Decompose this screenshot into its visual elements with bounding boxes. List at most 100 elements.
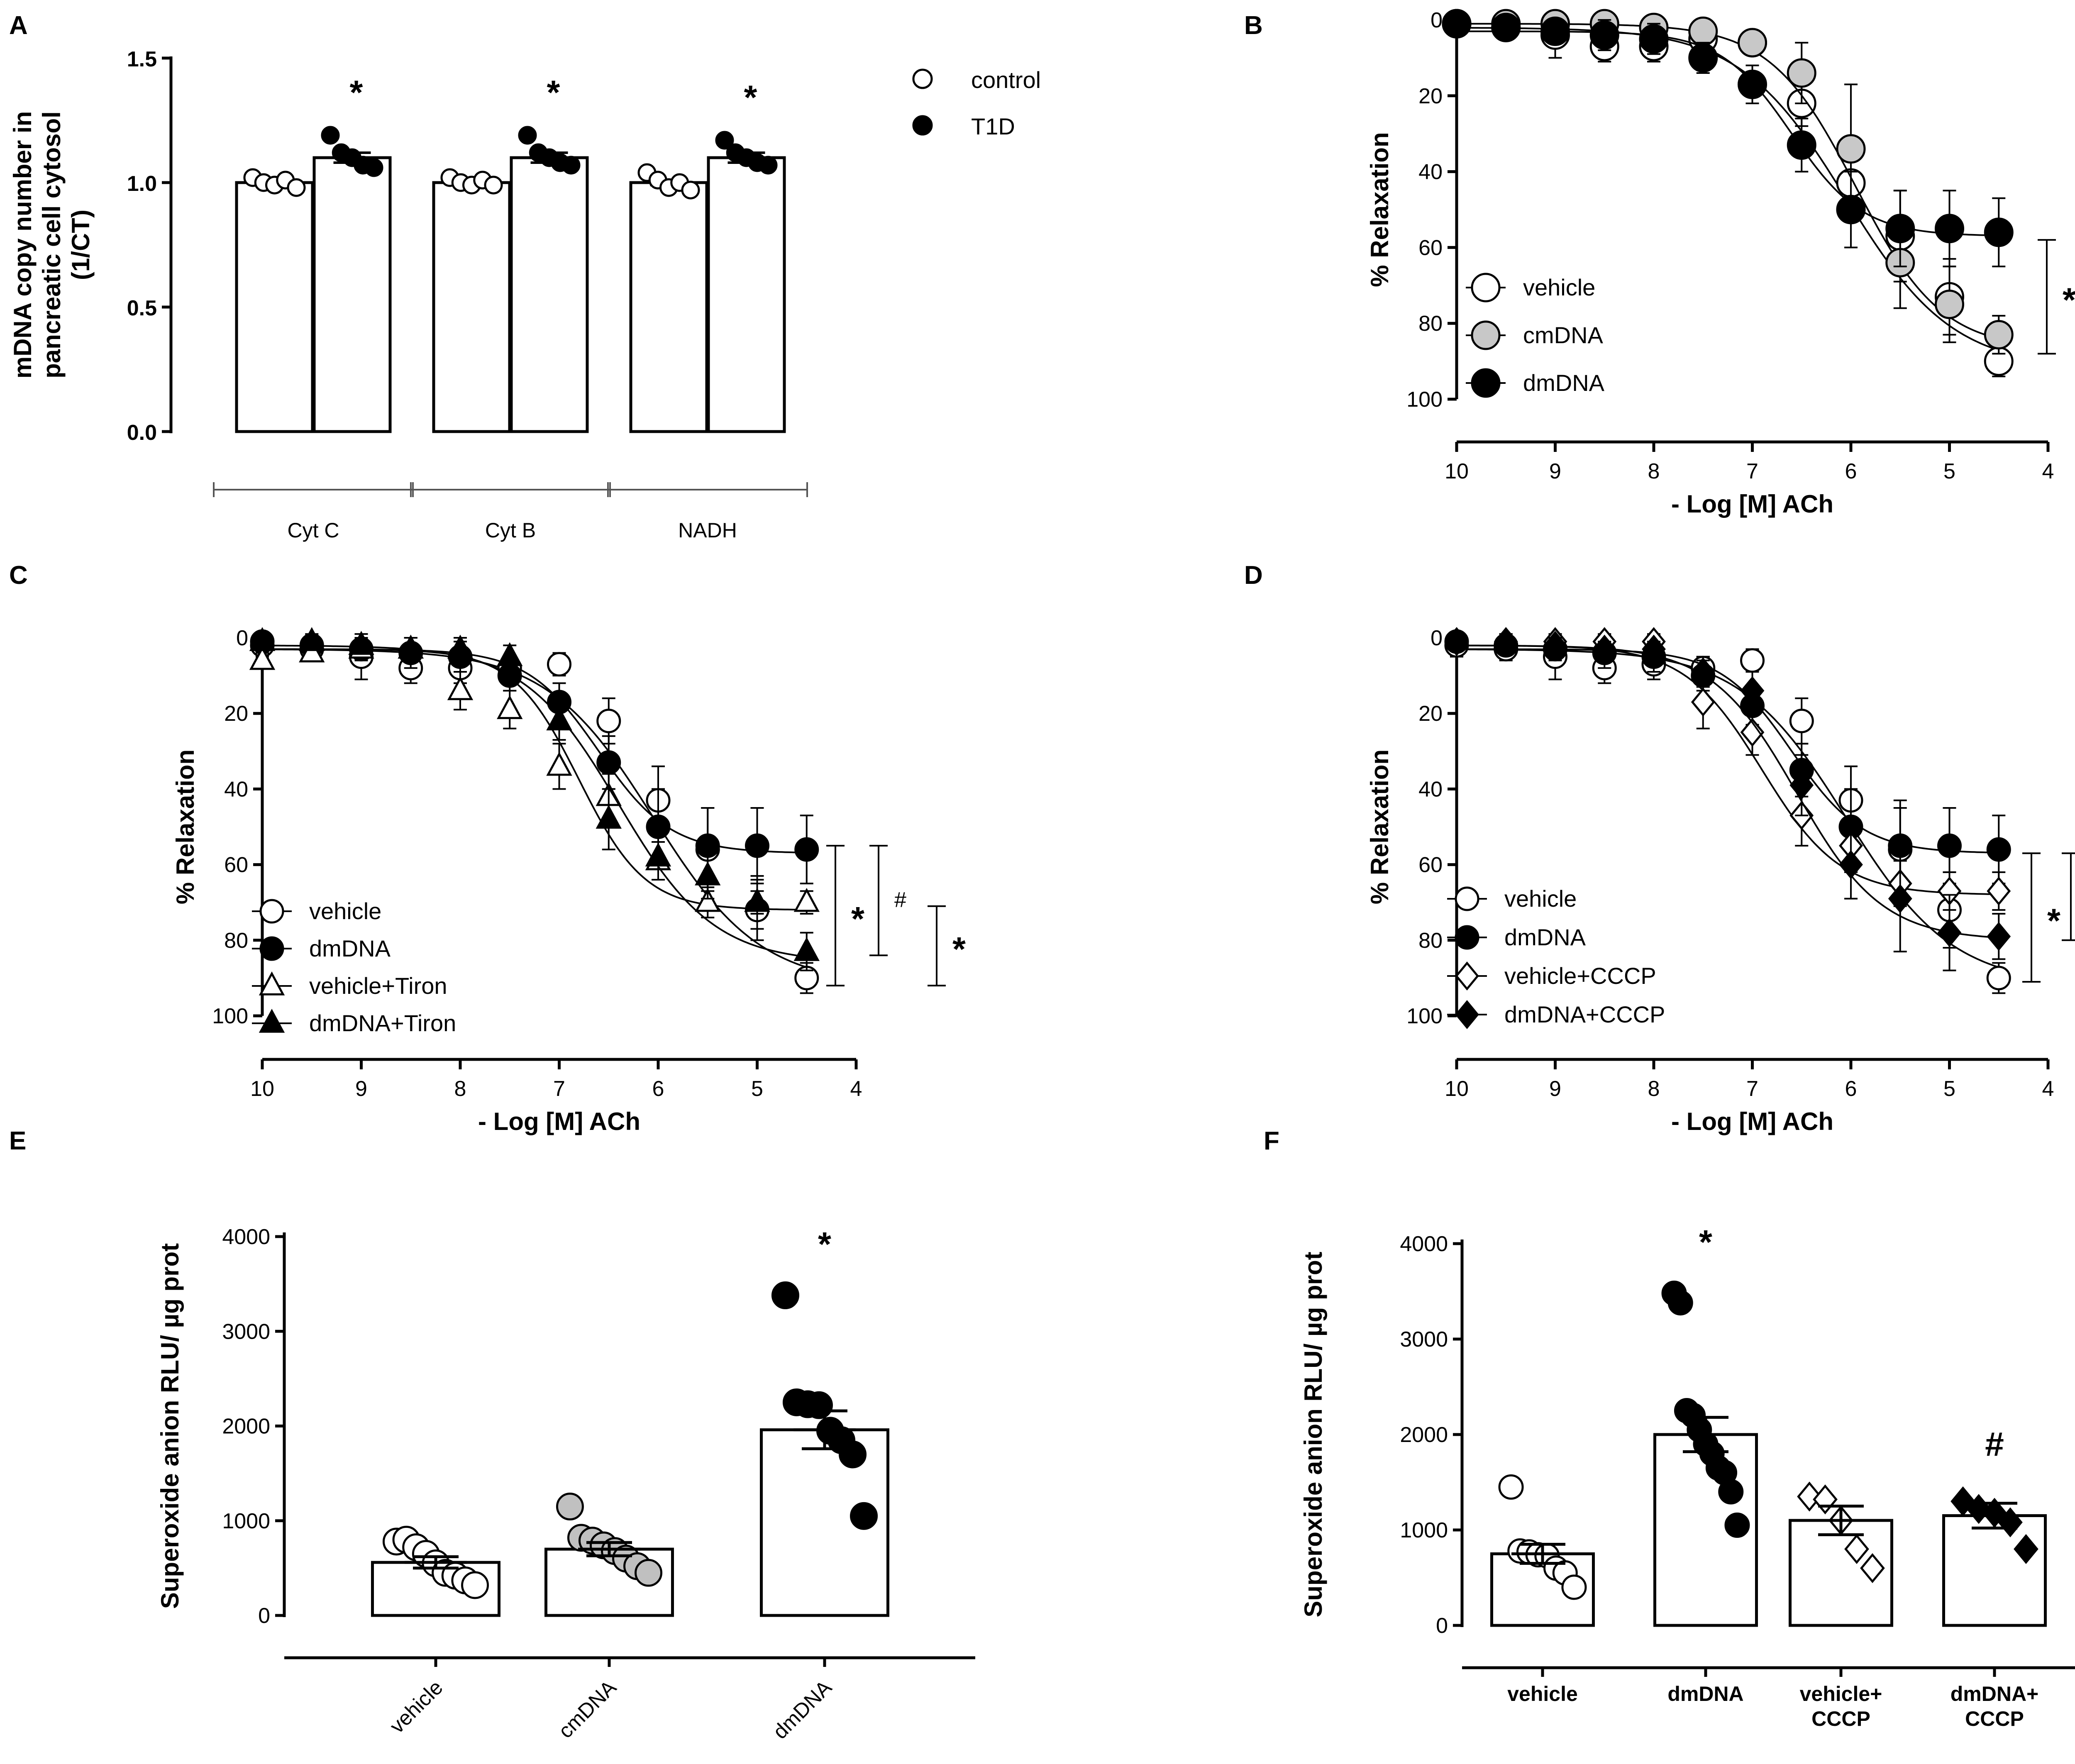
x-tick-label: 7: [553, 1077, 565, 1101]
y-tick-label: 1.0: [127, 172, 157, 196]
x-tick-label: dmDNA: [768, 1676, 836, 1744]
bar-group-vehicle: vehicle: [1490, 1474, 1595, 1705]
legend-marker: [259, 936, 284, 961]
panel-label-a: A: [9, 11, 28, 40]
x-tick-label: 10: [250, 1077, 274, 1101]
y-axis-title: % Relaxation: [1366, 749, 1394, 904]
y-tick-label: 1.5: [127, 47, 157, 71]
data-point: [1839, 850, 1863, 879]
y-tick-label: 20: [224, 702, 248, 726]
group-cyt-c: Cyt C *: [213, 74, 414, 542]
bar-t1d: [510, 156, 589, 433]
x-tick-label: 8: [1648, 1077, 1660, 1101]
bar: [1942, 1514, 2047, 1627]
data-point: [348, 631, 374, 655]
data-point: [299, 627, 325, 651]
sig-label: #: [894, 888, 906, 912]
data-point: [596, 750, 621, 775]
series-dmdna-tiron: [249, 627, 820, 971]
sig-label: *: [2047, 902, 2060, 940]
x-tick-label: 4: [2042, 459, 2054, 483]
group-label: Cyt B: [485, 519, 536, 542]
bar-control: [432, 181, 511, 433]
fit-curve: [1457, 648, 1999, 854]
y-tick-label: 1000: [1400, 1518, 1448, 1542]
sig-label: *: [1699, 1224, 1712, 1261]
x-tick-label: dmDNA+: [1950, 1682, 2039, 1705]
data-point: [645, 842, 671, 867]
data-point: [447, 676, 474, 700]
legend-label: dmDNA: [309, 935, 391, 961]
x-axis-title: - Log [M] ACh: [478, 1108, 640, 1135]
panel-e-chart: 0 1000 2000 3000 4000 Superoxide anion RLU/ µ…: [156, 1225, 975, 1744]
data-point: [461, 1571, 489, 1599]
x-tick-label: 10: [1445, 459, 1469, 483]
data-point: [1642, 634, 1666, 664]
x-axis-title: - Log [M] ACh: [1671, 490, 1833, 518]
bar-group-dmdna-cccp: # dmDNA+CCCP: [1942, 1425, 2047, 1730]
data-point: [1740, 648, 1765, 673]
data-point: [635, 1559, 663, 1587]
data-point: [1888, 884, 1912, 913]
series-vehicle: [1442, 9, 2014, 378]
data-point: [1639, 24, 1669, 54]
data-point: [1797, 1481, 1822, 1512]
x-tick-label: 5: [1943, 459, 1955, 483]
legend-marker: [259, 1009, 285, 1033]
legend-label: dmDNA: [1504, 924, 1586, 950]
data-point: [1813, 1484, 1838, 1515]
legend-marker: [259, 971, 285, 995]
y-tick-label: 0.0: [127, 421, 157, 445]
data-point: [1935, 214, 1964, 244]
data-point: [1445, 627, 1469, 656]
y-tick-label: 60: [1418, 236, 1443, 260]
x-tick-label: 9: [355, 1077, 367, 1101]
y-tick-label: 3000: [222, 1320, 270, 1344]
y-tick-label: 100: [212, 1004, 248, 1028]
data-point: [1860, 1553, 1885, 1583]
data-point: [321, 126, 340, 145]
data-point: [1740, 676, 1765, 705]
bar: [1653, 1433, 1758, 1627]
data-point: [1738, 28, 1767, 58]
data-point: [839, 1440, 867, 1469]
data-point: [1836, 134, 1866, 164]
data-point: [695, 888, 721, 912]
panel-d-chart: 0 20 40 60 80 100 10 9 8 7 6 5 4 - Log [M] ACh % Relax…: [1366, 626, 2075, 1135]
data-point: [497, 695, 523, 719]
data-point: [287, 178, 306, 197]
y-tick-label: 0: [236, 626, 248, 650]
sig-label: *: [952, 930, 966, 968]
bar-control: [629, 181, 708, 433]
y-tick-label: 0: [1431, 626, 1443, 650]
fit-curve: [262, 648, 807, 854]
data-point: [1789, 771, 1814, 800]
y-tick-label: 20: [1418, 84, 1443, 108]
data-point: [1937, 918, 1962, 947]
data-point: [1724, 1513, 1750, 1538]
series-dmdna: [250, 629, 819, 885]
data-point: [1986, 837, 2011, 862]
sig-label: *: [2063, 281, 2075, 319]
x-tick-label: cmDNA: [554, 1676, 621, 1743]
y-tick-label: 40: [1418, 160, 1443, 184]
data-point: [1937, 833, 1962, 858]
x-tick-label: 6: [1845, 1077, 1857, 1101]
x-tick-label: CCCP: [1811, 1707, 1870, 1730]
y-tick-label: 100: [1406, 388, 1443, 412]
y-tick-label: 20: [1418, 702, 1443, 726]
bar-t1d: [312, 156, 392, 433]
y-tick-label: 40: [224, 777, 248, 801]
y-axis-title-line: pancreatic cell cytosol: [38, 111, 66, 378]
y-tick-label: 0: [258, 1604, 270, 1628]
x-tick-label: 8: [454, 1077, 466, 1101]
data-point: [596, 805, 622, 829]
legend-marker: [912, 115, 933, 136]
x-tick-label: 9: [1549, 459, 1561, 483]
y-axis-title-line: (1/CT): [67, 210, 95, 280]
legend-marker: [912, 68, 933, 89]
x-tick-label: 8: [1648, 459, 1660, 483]
y-tick-label: 0: [1431, 8, 1443, 32]
series-dmdna: [1442, 9, 2014, 268]
data-point: [715, 131, 734, 150]
